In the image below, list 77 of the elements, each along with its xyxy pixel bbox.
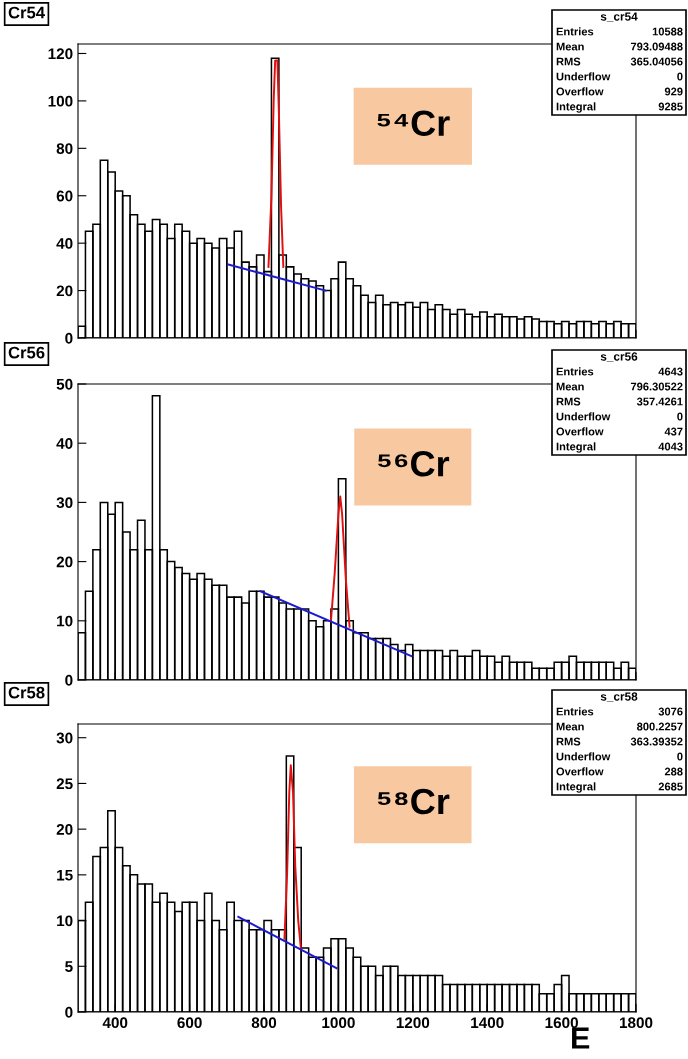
line-series xyxy=(283,764,302,949)
text: 10588 xyxy=(652,27,683,36)
y-tick-label: 5 xyxy=(65,961,73,972)
y-tick-label: 40 xyxy=(56,238,73,249)
annotation: 796.30522 xyxy=(630,382,683,391)
annotation: Mean xyxy=(556,42,584,51)
y-tick-label: 60 xyxy=(56,190,73,202)
y-tick-label: 0 xyxy=(65,674,73,686)
annotation: Mean xyxy=(556,722,584,731)
x-tick-label: 1600 xyxy=(545,1017,578,1029)
y-tick-label: 15 xyxy=(57,869,73,881)
text: 929 xyxy=(664,87,683,96)
y-tick-label: 20 xyxy=(56,285,73,297)
annotation: Underflow xyxy=(556,752,611,761)
annotation: 365.04056 xyxy=(630,57,683,66)
y-tick-label: 50 xyxy=(56,378,73,390)
text: 800.2257 xyxy=(637,722,683,731)
x-tick-label: 1000 xyxy=(322,1017,355,1029)
text: s_cr56 xyxy=(600,352,638,362)
text: 9285 xyxy=(658,102,683,111)
annotation: Integral xyxy=(556,782,596,793)
y-tick-label: 20 xyxy=(56,824,73,835)
chart-title: Cr56 xyxy=(8,346,45,359)
annotation: RMS xyxy=(556,737,581,746)
text: 4643 xyxy=(658,367,683,376)
annotation: Integral xyxy=(556,442,596,453)
x-tick-label: 1800 xyxy=(619,1017,653,1029)
x-axis-title: E xyxy=(572,1027,590,1049)
y-tick-label: 40 xyxy=(56,438,73,449)
y-tick-label: 80 xyxy=(56,143,73,155)
annotation: Overflow xyxy=(556,427,604,436)
x-tick-label: 600 xyxy=(177,1017,202,1029)
text: 0 xyxy=(677,72,683,81)
y-tick-label: 30 xyxy=(56,732,73,744)
annotation: 363.39352 xyxy=(630,737,683,746)
x-tick-label: 1400 xyxy=(471,1017,504,1029)
annotation: ⁵⁴Cr xyxy=(377,110,450,137)
text: Entries xyxy=(556,27,594,36)
annotation: Integral xyxy=(556,102,596,113)
annotation: RMS xyxy=(556,57,581,66)
y-tick-label: 100 xyxy=(48,95,73,107)
annotation: Underflow xyxy=(556,412,611,421)
y-tick-label: 10 xyxy=(57,915,73,927)
annotation: ⁵⁶Cr xyxy=(378,451,450,477)
chart-title: Cr58 xyxy=(8,686,45,699)
annotation: Overflow xyxy=(556,767,604,776)
text: 4043 xyxy=(658,442,683,451)
text: 0 xyxy=(677,752,683,761)
y-tick-label: 0 xyxy=(65,1006,73,1018)
text: 2685 xyxy=(658,782,683,791)
line-series xyxy=(267,59,285,268)
text: 0 xyxy=(677,412,683,421)
text: s_cr58 xyxy=(600,692,638,702)
text: Entries xyxy=(556,707,594,716)
text: 437 xyxy=(664,427,683,436)
annotation: RMS xyxy=(556,397,581,406)
chart-title: Cr54 xyxy=(8,6,45,19)
x-tick-label: 800 xyxy=(251,1017,277,1029)
y-tick-label: 25 xyxy=(56,778,73,790)
text: s_cr54 xyxy=(600,12,638,22)
text: Entries xyxy=(556,367,594,376)
x-tick-label: 400 xyxy=(102,1017,128,1029)
annotation: Mean xyxy=(556,382,584,391)
y-tick-label: 0 xyxy=(65,332,73,344)
text: 3076 xyxy=(658,707,683,716)
text: 357.4261 xyxy=(636,397,683,406)
annotation: ⁵⁸Cr xyxy=(377,788,450,815)
y-tick-label: 30 xyxy=(56,497,73,509)
x-tick-label: 1200 xyxy=(396,1017,430,1029)
y-tick-label: 10 xyxy=(57,615,73,627)
annotation: Overflow xyxy=(556,87,604,96)
text: 288 xyxy=(664,767,683,776)
y-tick-label: 20 xyxy=(56,556,73,568)
line-series xyxy=(329,495,351,628)
annotation: 793.09488 xyxy=(630,42,683,51)
y-tick-label: 120 xyxy=(48,48,73,60)
annotation: Underflow xyxy=(556,72,611,81)
